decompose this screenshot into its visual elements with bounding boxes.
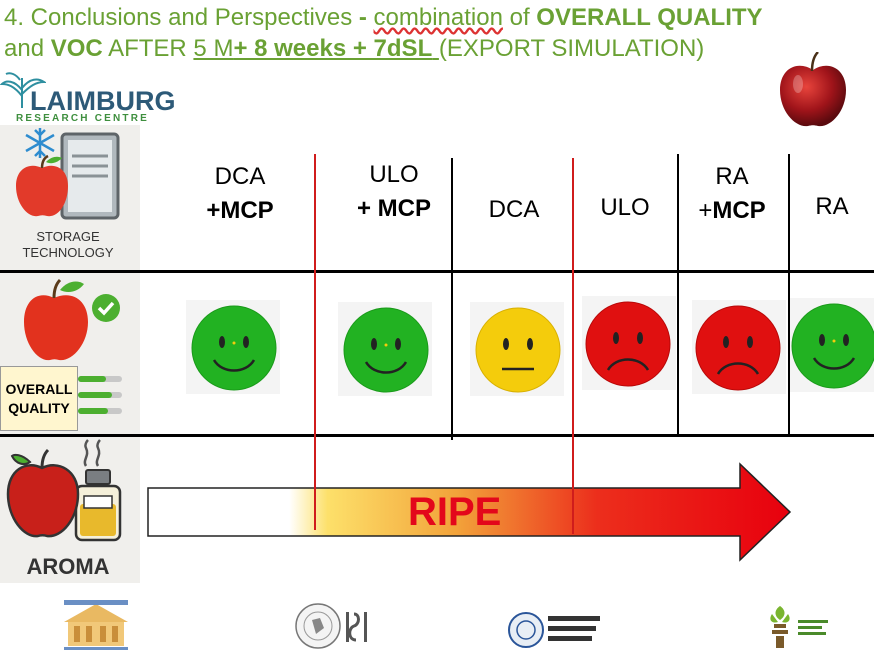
- column-header-2: ULO + MCP: [356, 161, 431, 222]
- title-line-2: and VOC AFTER 5 M+ 8 weeks + 7dSL (EXPOR…: [4, 35, 705, 62]
- title-line-1: 4. Conclusions and Perspectives - combin…: [4, 4, 763, 31]
- perfume-bottle-icon: [74, 469, 122, 542]
- ripe-label: RIPE: [408, 490, 502, 534]
- sad-face-icon: [585, 301, 671, 387]
- overall-quality-icon: [24, 278, 122, 414]
- column-divider-3: [788, 154, 790, 436]
- storage-technology-label: STORAGE TECHNOLOGY: [22, 229, 114, 260]
- overall-quality-label: OVERALL QUALITY: [0, 366, 78, 431]
- red-marker-line-1: [314, 154, 316, 530]
- neutral-face-icon: [475, 307, 561, 393]
- storage-technology-icon: [16, 128, 120, 220]
- aroma-label: AROMA: [26, 554, 110, 579]
- sech-logo: [770, 606, 828, 648]
- column-header-5: RA +MCP: [698, 163, 766, 224]
- column-divider-1: [451, 158, 453, 440]
- laimburg-logo: LAIMBURG RESEARCH CENTRE: [0, 68, 185, 124]
- steam-icon: [83, 439, 101, 467]
- aroma-icon: [6, 439, 122, 542]
- column-header-1: DCA +MCP: [206, 163, 274, 224]
- red-marker-line-2: [572, 158, 574, 534]
- sad-face-icon: [695, 305, 781, 391]
- row-divider-1: [0, 270, 874, 273]
- row-divider-2: [0, 434, 874, 437]
- logo-name: LAIMBURG: [30, 86, 176, 116]
- checkmark-icon: [92, 294, 120, 322]
- happy-face-icon: [791, 303, 874, 389]
- apple-photo-icon: [780, 52, 846, 127]
- happy-face-icon: [191, 305, 277, 391]
- column-header-3: DCA: [488, 196, 540, 223]
- happy-face-icon: [343, 307, 429, 393]
- column-header-4: ULO: [600, 194, 650, 221]
- ripe-gradient-arrow: [147, 462, 792, 562]
- soi-logo: [295, 603, 367, 649]
- logo-subtitle: RESEARCH CENTRE: [16, 113, 150, 124]
- leaf-icon: [0, 72, 46, 109]
- snowflake-icon: [25, 128, 55, 158]
- university-palermo-logo: [508, 612, 600, 648]
- column-divider-2: [677, 154, 679, 436]
- column-header-6: RA: [815, 193, 849, 220]
- conference-logo: [64, 600, 128, 650]
- slide-title: 4. Conclusions and Perspectives - combin…: [4, 2, 834, 64]
- quality-bars-icon: [78, 376, 122, 414]
